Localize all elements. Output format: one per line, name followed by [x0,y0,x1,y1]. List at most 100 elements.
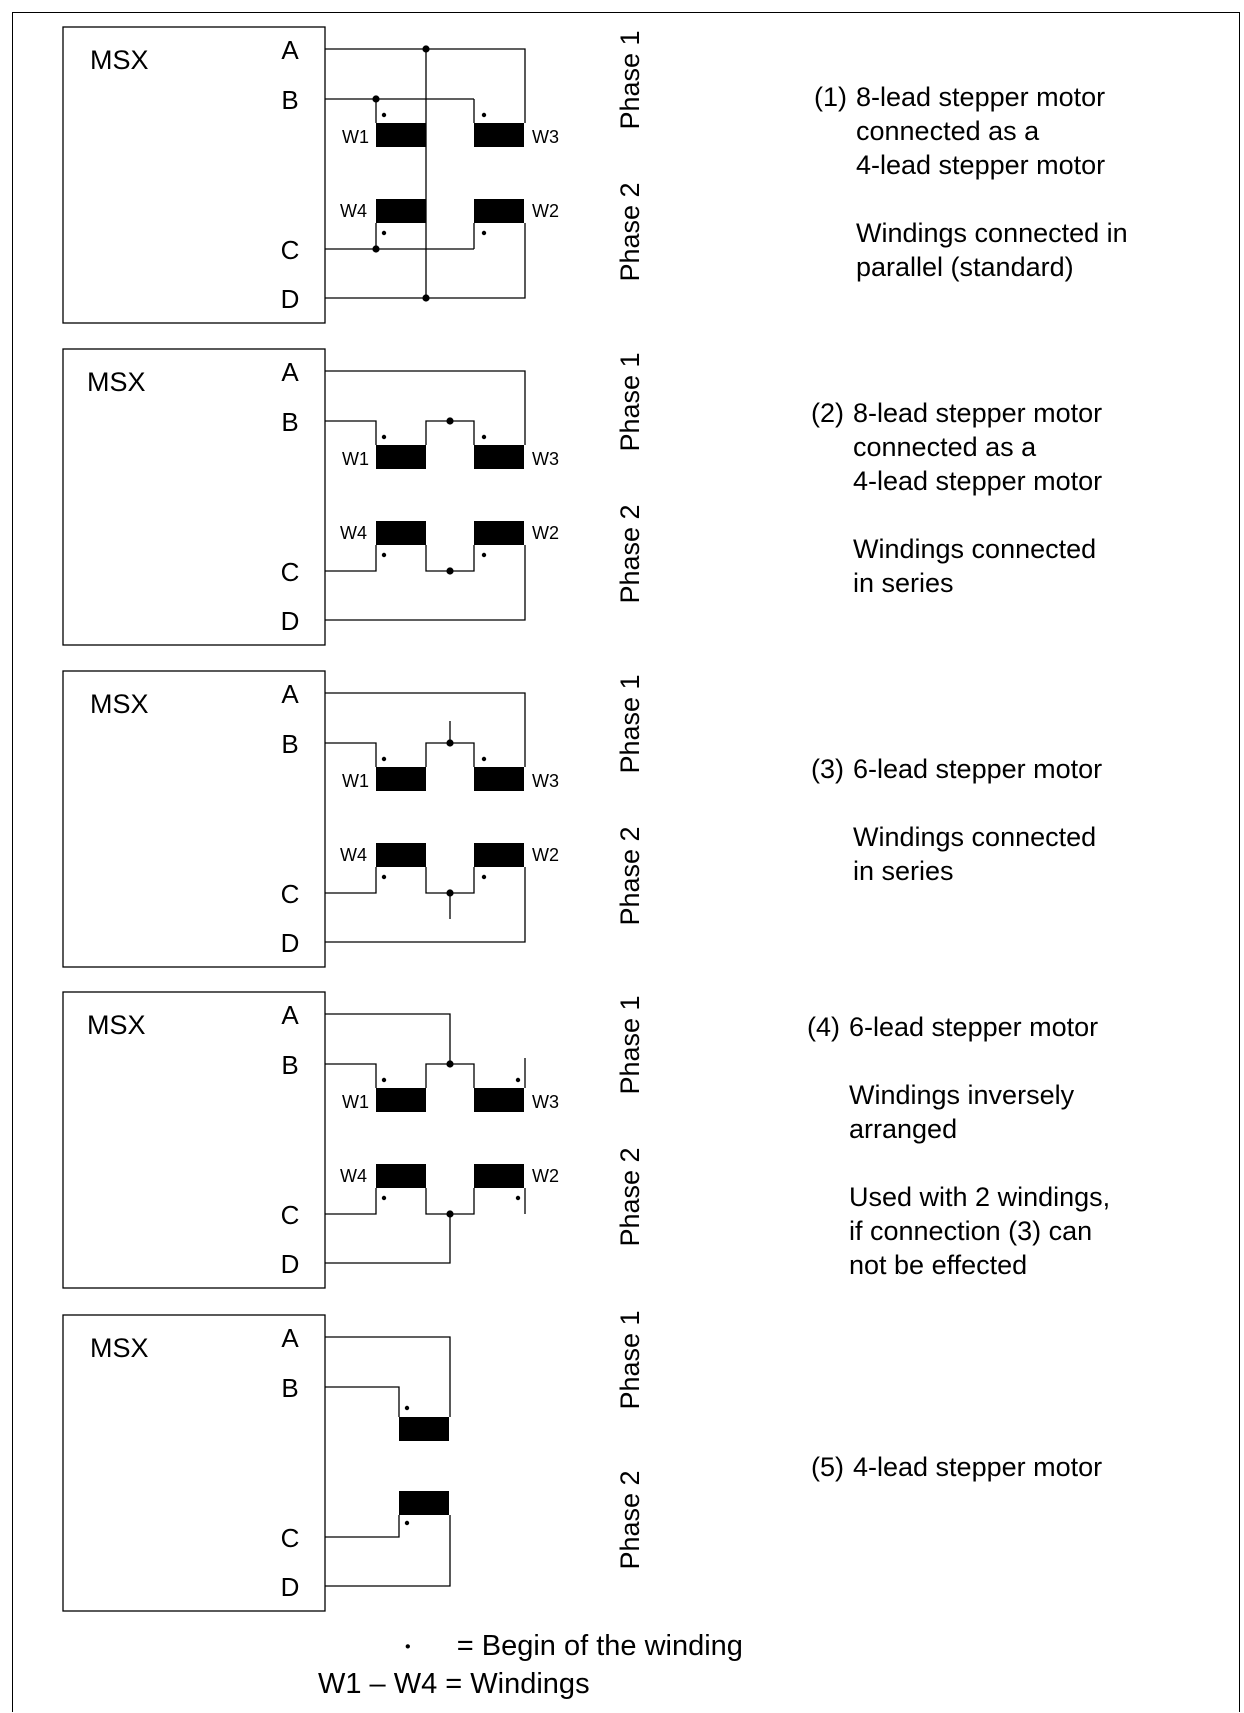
wire [325,692,526,767]
winding-coil [474,1088,524,1112]
description-line: Windings connected in [856,218,1128,248]
description-line: in series [853,568,954,598]
winding-label-w4: W4 [340,201,367,221]
legend-dot-symbol: • [405,1638,411,1656]
junction-dot [422,45,430,53]
diagram-panel-1: MSX AB CD Phase 1 Phase 2 W1 W3 W4 W2 [62,26,645,324]
terminal-label-d: D [281,606,300,636]
wire [325,867,526,943]
description-line: 4-lead stepper motor [853,466,1103,496]
wire [325,1063,377,1088]
winding-start-dot [481,756,487,762]
winding-label-w2: W2 [532,523,559,543]
winding-start-dot [381,1077,387,1083]
msx-label: MSX [90,1333,149,1363]
wire [425,420,475,445]
terminal-label-d: D [281,1249,300,1279]
wire [325,420,377,445]
wire [325,1214,451,1264]
winding-start-dot [381,756,387,762]
winding-coil [474,123,524,147]
winding-label-w1: W1 [342,449,369,469]
winding-label-w1: W1 [342,127,369,147]
winding-start-dot [481,112,487,118]
description-line: not be effected [849,1250,1028,1280]
wire [425,1063,475,1088]
winding-start-dot [481,552,487,558]
winding-coil [376,1088,426,1112]
terminal-label-d: D [281,928,300,958]
phase-1-label: Phase 1 [615,30,645,129]
description-line: connected as a [856,116,1040,146]
msx-label: MSX [90,689,149,719]
msx-box [62,991,326,1289]
description-line: 4-lead stepper motor [856,150,1106,180]
msx-box [62,1314,326,1612]
msx-label: MSX [87,367,146,397]
phase-2-label: Phase 2 [615,826,645,925]
winding-start-dot [481,230,487,236]
description-line: parallel (standard) [856,252,1074,282]
description-line: if connection (3) can [849,1216,1093,1246]
phase-2-label: Phase 2 [615,182,645,281]
wire [325,1336,451,1417]
winding-coil [376,767,426,791]
msx-box [62,348,326,646]
phase-1-label: Phase 1 [615,995,645,1094]
winding-label-w3: W3 [532,1092,559,1112]
winding-label-w4: W4 [340,1166,367,1186]
terminal-label-d: D [281,284,300,314]
wire [325,545,377,572]
winding-coil [474,1164,524,1188]
wire [325,867,377,894]
wire [425,545,475,572]
winding-label-w4: W4 [340,845,367,865]
wire [325,1515,400,1538]
legend-dot-row: • = Begin of the winding [405,1630,743,1663]
junction-dot [372,245,380,253]
winding-start-dot [404,1405,410,1411]
winding-start-dot [381,230,387,236]
wire [325,545,526,621]
winding-label-w2: W2 [532,201,559,221]
wire [425,1188,475,1215]
terminal-label-a: A [281,1323,299,1353]
junction-dot [446,567,454,575]
wire [325,1188,377,1215]
terminal-label-b: B [281,729,298,759]
panel-number: (4) [807,1012,840,1042]
terminal-label-b: B [281,1373,298,1403]
description-line: 6-lead stepper motor [849,1012,1099,1042]
winding-label-w1: W1 [342,771,369,791]
panel-number: (1) [814,82,847,112]
panel-number: (5) [811,1452,844,1482]
terminal-label-b: B [281,407,298,437]
diagram-panel-2: MSX AB CD Phase 1 Phase 2 W1 W3 W4 W2 [62,348,645,646]
winding-coil [474,199,524,223]
terminal-label-a: A [281,357,299,387]
winding-coil [474,767,524,791]
terminal-label-c: C [281,557,300,587]
diagram-panel-3: MSX AB CD Phase 1 Phase 2 W1 W3 W4 W2 [62,670,645,968]
winding-label-w1: W1 [342,1092,369,1112]
winding-start-dot [481,434,487,440]
legend-windings-text: W1 – W4 = Windings [318,1668,590,1700]
phase-1-label: Phase 1 [615,674,645,773]
description-line: 6-lead stepper motor [853,754,1103,784]
winding-label-w3: W3 [532,449,559,469]
wire [325,742,377,767]
legend-dot-text: = Begin of the winding [456,1630,743,1662]
winding-coil [399,1417,449,1441]
diagram-panel-4: MSX AB CD Phase 1 Phase 2 W1 W3 W4 W2 [62,991,645,1289]
msx-box [62,670,326,968]
terminal-label-b: B [281,85,298,115]
winding-coil [376,1164,426,1188]
terminal-label-b: B [281,1050,298,1080]
description-line: connected as a [853,432,1037,462]
winding-coil [399,1491,449,1515]
description-line: Windings connected [853,534,1097,564]
winding-label-w2: W2 [532,845,559,865]
terminal-label-c: C [281,235,300,265]
phase-2-label: Phase 2 [615,1147,645,1246]
